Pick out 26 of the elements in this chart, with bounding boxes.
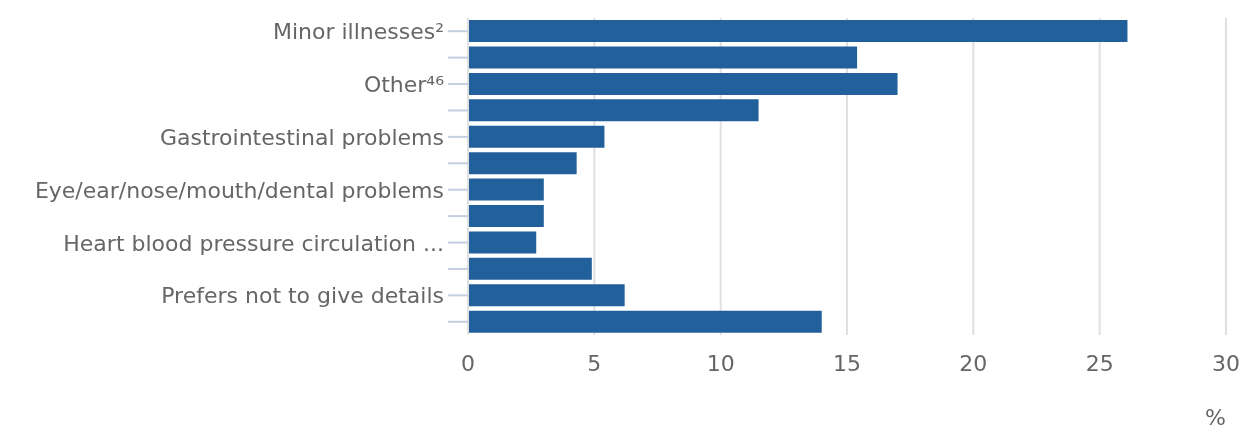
bar — [468, 310, 822, 333]
bar — [468, 205, 544, 228]
x-tick-label: 5 — [587, 350, 602, 376]
bar — [468, 231, 537, 254]
bar — [468, 257, 592, 280]
bar — [468, 99, 759, 122]
y-tick-label: Prefers not to give details — [161, 282, 444, 308]
bar — [468, 284, 625, 307]
x-axis-title: % — [1205, 405, 1226, 430]
y-tick-label: Gastrointestinal problems — [159, 124, 444, 150]
x-tick-label: 15 — [833, 350, 861, 376]
x-tick-label: 20 — [959, 350, 988, 376]
y-tick-label: Heart blood pressure circulation ... — [63, 230, 444, 256]
x-tick-label: 10 — [706, 350, 735, 376]
bar — [468, 152, 577, 175]
bar — [468, 46, 858, 69]
bar — [468, 72, 898, 95]
x-tick-label: 25 — [1085, 350, 1114, 376]
bar — [468, 178, 544, 201]
bar — [468, 125, 605, 148]
y-tick-label: Other⁴⁶ — [363, 71, 445, 97]
x-tick-label: 0 — [461, 350, 475, 376]
x-tick-label: 30 — [1212, 350, 1240, 376]
bar — [468, 20, 1128, 43]
y-tick-label: Eye/ear/nose/mouth/dental problems — [34, 177, 444, 203]
y-tick-label: Minor illnesses² — [272, 18, 444, 44]
